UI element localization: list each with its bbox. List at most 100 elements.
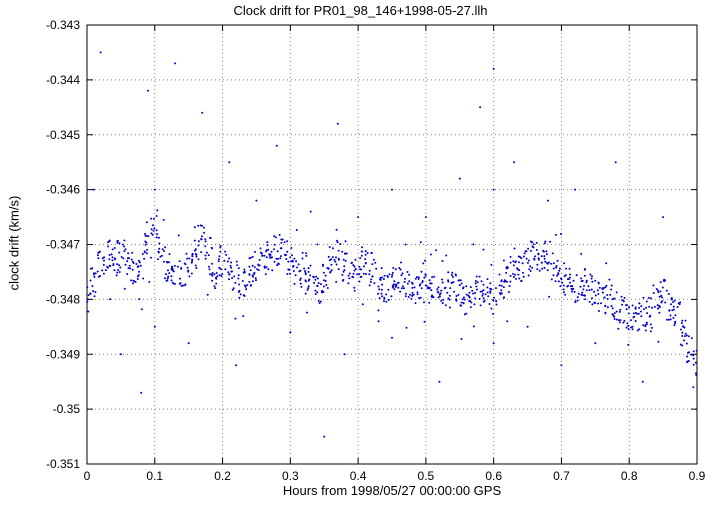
data-point bbox=[476, 288, 478, 291]
data-point bbox=[440, 299, 443, 302]
data-point bbox=[218, 255, 221, 258]
data-point bbox=[515, 277, 517, 280]
data-point bbox=[447, 271, 450, 274]
data-point bbox=[393, 288, 396, 291]
data-point bbox=[116, 241, 119, 244]
data-point bbox=[600, 302, 602, 305]
data-point bbox=[562, 284, 565, 287]
data-point bbox=[645, 321, 648, 324]
data-point bbox=[347, 282, 350, 285]
data-point bbox=[543, 255, 546, 258]
data-point bbox=[341, 273, 344, 276]
data-point bbox=[153, 188, 156, 191]
data-point bbox=[540, 255, 543, 258]
data-point bbox=[295, 260, 298, 263]
data-point bbox=[475, 275, 478, 278]
data-point bbox=[289, 331, 292, 334]
data-point bbox=[406, 271, 409, 273]
y-tick-label: -0.347 bbox=[46, 238, 80, 252]
data-point bbox=[481, 290, 484, 293]
data-point bbox=[465, 285, 468, 288]
data-point bbox=[356, 273, 359, 276]
data-point bbox=[296, 266, 298, 269]
data-point bbox=[329, 271, 332, 274]
data-point bbox=[113, 269, 116, 272]
data-point bbox=[672, 305, 675, 308]
data-point bbox=[217, 260, 220, 263]
data-point bbox=[295, 229, 298, 231]
data-point bbox=[590, 288, 593, 291]
data-point bbox=[309, 264, 312, 267]
data-point bbox=[465, 293, 468, 296]
data-point bbox=[435, 249, 438, 252]
data-point bbox=[598, 310, 600, 312]
data-point bbox=[632, 316, 635, 319]
data-point bbox=[512, 276, 515, 278]
data-point bbox=[638, 306, 641, 309]
data-point bbox=[363, 265, 365, 268]
data-point bbox=[370, 252, 373, 254]
data-point bbox=[562, 288, 565, 291]
data-point bbox=[649, 323, 652, 326]
data-point bbox=[631, 328, 634, 331]
data-point bbox=[186, 266, 189, 269]
data-point bbox=[451, 275, 454, 278]
data-point bbox=[460, 282, 463, 285]
data-point bbox=[161, 248, 164, 251]
data-point bbox=[208, 268, 211, 271]
data-point bbox=[621, 299, 624, 302]
data-point bbox=[670, 303, 672, 306]
data-point bbox=[627, 328, 630, 331]
data-point bbox=[102, 272, 105, 275]
data-point bbox=[522, 255, 525, 258]
data-point bbox=[484, 293, 487, 296]
data-point bbox=[472, 243, 475, 246]
data-point bbox=[183, 262, 186, 265]
data-point bbox=[656, 289, 659, 292]
data-point bbox=[238, 296, 241, 299]
data-point bbox=[176, 265, 179, 268]
data-point bbox=[672, 301, 675, 303]
data-point bbox=[204, 245, 207, 248]
data-point bbox=[620, 295, 623, 298]
data-point bbox=[407, 296, 410, 298]
data-point bbox=[634, 320, 637, 322]
data-point bbox=[652, 292, 655, 294]
data-point bbox=[492, 299, 495, 302]
data-point bbox=[631, 304, 634, 307]
data-point bbox=[673, 299, 676, 302]
data-point bbox=[655, 288, 658, 290]
data-point bbox=[422, 262, 425, 265]
data-point bbox=[503, 280, 506, 283]
data-point bbox=[410, 297, 413, 300]
data-point bbox=[371, 275, 374, 278]
data-point bbox=[546, 199, 549, 202]
y-tick-label: -0.345 bbox=[46, 128, 80, 142]
data-point bbox=[580, 277, 583, 280]
data-point bbox=[380, 292, 383, 295]
data-point bbox=[391, 271, 394, 274]
data-point bbox=[126, 260, 129, 263]
data-point bbox=[258, 259, 261, 261]
data-point bbox=[368, 284, 371, 287]
data-point bbox=[135, 263, 138, 265]
data-point bbox=[692, 357, 695, 360]
data-point bbox=[242, 315, 245, 318]
data-point bbox=[267, 268, 270, 271]
data-point bbox=[601, 291, 604, 294]
data-point bbox=[644, 325, 647, 328]
data-point bbox=[291, 254, 293, 257]
data-point bbox=[109, 298, 112, 301]
data-point bbox=[191, 252, 194, 255]
data-point bbox=[575, 274, 578, 277]
data-point bbox=[261, 254, 264, 257]
data-point bbox=[408, 280, 411, 283]
data-point bbox=[322, 271, 325, 274]
data-point bbox=[104, 269, 107, 272]
data-point bbox=[151, 233, 154, 236]
data-point bbox=[525, 250, 528, 253]
data-point bbox=[460, 338, 463, 340]
data-point bbox=[89, 279, 92, 282]
data-point bbox=[145, 252, 148, 255]
data-point bbox=[623, 297, 626, 299]
